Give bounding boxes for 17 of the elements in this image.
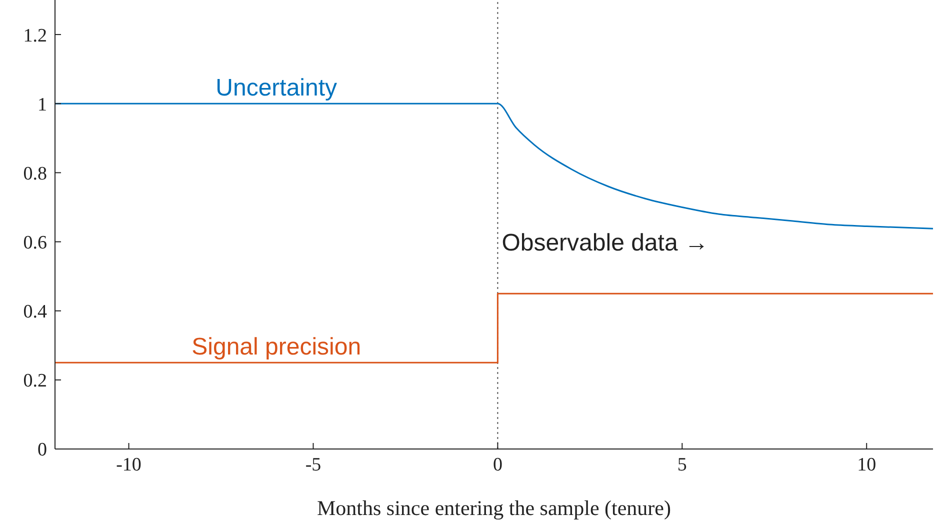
y-tick-label: 0.8 (23, 163, 47, 184)
y-tick-label: 0.4 (23, 302, 48, 323)
x-axis-title: Months since entering the sample (tenure) (317, 496, 671, 520)
line-series (55, 102, 933, 230)
y-tick-label: 0 (38, 440, 47, 461)
y-tick-label: 1 (38, 94, 47, 116)
x-tick-label: 5 (677, 454, 687, 476)
series-label: Signal precision (192, 334, 362, 361)
y-tick-label: 0.6 (23, 232, 47, 254)
y-tick-label: 1.2 (23, 25, 47, 46)
x-tick-label: -10 (116, 454, 142, 476)
annotation: Observable data → (502, 229, 708, 256)
y-tick-label: 0.2 (23, 370, 47, 392)
x-tick-label: 0 (492, 454, 502, 476)
x-tick-label: 10 (857, 454, 876, 476)
x-tick-label: -5 (305, 454, 322, 476)
series-label: Uncertainty (216, 74, 338, 102)
